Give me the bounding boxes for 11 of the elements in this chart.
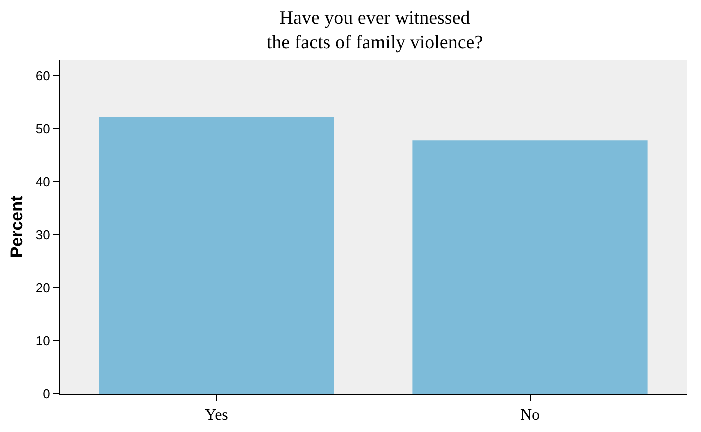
y-tick-label: 0: [43, 386, 50, 402]
y-tick-label: 50: [36, 121, 50, 136]
x-tick-label: No: [520, 407, 540, 424]
y-tick-label: 30: [36, 228, 50, 242]
chart-title: Have you ever witnessed the facts of family violence?: [266, 8, 484, 54]
y-tick-label: 60: [36, 68, 50, 84]
y-axis-title: Percent: [7, 195, 26, 258]
x-tick-label: Yes: [205, 407, 228, 424]
y-tick-label: 10: [36, 334, 50, 349]
y-tick-label: 20: [36, 280, 50, 296]
y-tick-label: 40: [36, 174, 50, 190]
